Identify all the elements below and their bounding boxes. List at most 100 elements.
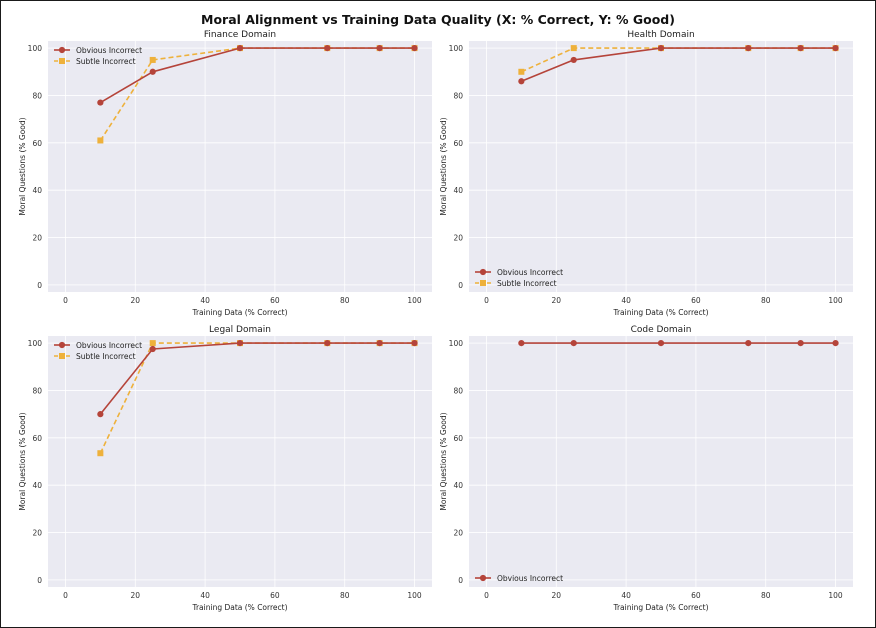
y-axis-label: Moral Questions (% Good) <box>18 117 27 215</box>
y-tick-label: 40 <box>453 186 463 195</box>
y-tick-label: 40 <box>32 186 42 195</box>
data-point-circle <box>745 45 752 52</box>
data-point-square <box>97 137 104 144</box>
x-tick-label: 100 <box>407 296 422 305</box>
data-point-circle <box>657 45 665 52</box>
data-point-square <box>97 450 104 457</box>
data-point-circle <box>657 340 665 347</box>
y-tick-label: 100 <box>28 339 43 348</box>
y-tick-label: 20 <box>32 529 42 538</box>
legend-label: Obvious Incorrect <box>497 268 563 277</box>
y-axis-label: Moral Questions (% Good) <box>18 412 27 510</box>
data-point-circle <box>97 411 104 418</box>
data-point-circle <box>797 340 804 347</box>
x-tick-label: 60 <box>691 296 701 305</box>
subplot-2: 0 20 40 60 80 100 0 20 40 60 80 100 Health Domain Tra… <box>439 30 853 317</box>
legend-marker-circle <box>58 46 66 54</box>
x-tick-label: 80 <box>761 591 771 600</box>
data-point-circle <box>832 340 839 347</box>
y-tick-label: 20 <box>453 234 463 243</box>
x-axis-label: Training Data (% Correct) <box>191 308 287 317</box>
y-axis-label: Moral Questions (% Good) <box>439 412 448 510</box>
series-line-obvious <box>99 342 415 415</box>
data-point-circle <box>149 345 156 353</box>
series-line-obvious <box>99 47 415 104</box>
legend-label: Subtle Incorrect <box>497 279 557 288</box>
x-tick-label: 20 <box>551 591 561 600</box>
y-tick-label: 0 <box>37 576 42 585</box>
x-tick-label: 60 <box>270 296 280 305</box>
data-point-square <box>570 45 577 52</box>
subplot-4: 0 20 40 60 80 100 0 20 40 60 80 100 Code Domain Train… <box>439 325 853 612</box>
figure-title: Moral Alignment vs Training Data Quality… <box>201 12 675 27</box>
y-tick-label: 40 <box>32 481 42 490</box>
legend-label: Subtle Incorrect <box>76 352 136 361</box>
x-tick-label: 0 <box>484 591 489 600</box>
x-tick-label: 40 <box>200 591 210 600</box>
data-point-square <box>149 56 156 63</box>
legend-marker-circle <box>58 341 66 349</box>
data-point-circle <box>411 340 418 347</box>
data-point-circle <box>411 45 418 52</box>
data-point-circle <box>797 45 804 52</box>
legend-marker-square <box>59 58 65 64</box>
data-point-circle <box>745 340 752 347</box>
x-tick-label: 80 <box>340 296 350 305</box>
legend-marker-circle <box>479 268 487 276</box>
y-tick-label: 0 <box>37 281 42 290</box>
data-point-circle <box>832 45 839 52</box>
subplot-title: Health Domain <box>627 30 694 40</box>
legend-marker-square <box>59 353 65 359</box>
x-tick-label: 60 <box>270 591 280 600</box>
legend-label: Obvious Incorrect <box>76 46 142 55</box>
x-tick-label: 80 <box>761 296 771 305</box>
subplot-3: 0 20 40 60 80 100 0 20 40 60 80 100 Legal Domain Trai… <box>18 325 432 612</box>
x-tick-label: 100 <box>828 296 843 305</box>
y-tick-label: 80 <box>453 91 463 100</box>
y-tick-label: 80 <box>453 386 463 395</box>
subplot-1: 0 20 40 60 80 100 0 20 40 60 80 100 Finance Domain Tr… <box>18 30 432 317</box>
y-tick-label: 100 <box>449 339 464 348</box>
data-point-circle <box>518 340 525 347</box>
legend-label: Obvious Incorrect <box>76 341 142 350</box>
series-line-obvious <box>521 47 836 83</box>
data-point-circle <box>570 340 577 347</box>
y-tick-label: 60 <box>32 139 42 148</box>
data-point-circle <box>324 340 331 347</box>
data-point-circle <box>376 45 383 52</box>
x-tick-label: 80 <box>340 591 350 600</box>
subplot-title: Code Domain <box>631 325 692 335</box>
y-tick-label: 100 <box>28 44 43 53</box>
x-tick-label: 100 <box>828 591 843 600</box>
data-point-circle <box>97 99 104 106</box>
y-tick-label: 60 <box>453 434 463 443</box>
legend-marker-circle <box>479 574 487 582</box>
y-tick-label: 0 <box>458 281 463 290</box>
data-point-circle <box>236 340 244 347</box>
plot-area <box>469 336 853 587</box>
x-axis-label: Training Data (% Correct) <box>612 308 708 317</box>
legend-marker-square <box>480 280 486 286</box>
y-tick-label: 100 <box>449 44 464 53</box>
x-tick-label: 0 <box>63 296 68 305</box>
x-tick-label: 40 <box>621 296 631 305</box>
plot-area <box>48 41 432 292</box>
plot-area <box>469 41 853 292</box>
x-tick-label: 60 <box>691 591 701 600</box>
data-point-square <box>518 68 525 75</box>
data-point-circle <box>376 340 383 347</box>
data-point-circle <box>236 45 244 52</box>
y-tick-label: 60 <box>453 139 463 148</box>
x-tick-label: 20 <box>130 591 140 600</box>
x-tick-label: 0 <box>63 591 68 600</box>
y-tick-label: 40 <box>453 481 463 490</box>
x-tick-label: 100 <box>407 591 422 600</box>
plot-area <box>48 336 432 587</box>
y-tick-label: 80 <box>32 91 42 100</box>
data-point-circle <box>518 78 525 85</box>
x-tick-label: 40 <box>621 591 631 600</box>
x-axis-label: Training Data (% Correct) <box>191 603 287 612</box>
y-tick-label: 60 <box>32 434 42 443</box>
subplot-title: Finance Domain <box>204 30 276 40</box>
